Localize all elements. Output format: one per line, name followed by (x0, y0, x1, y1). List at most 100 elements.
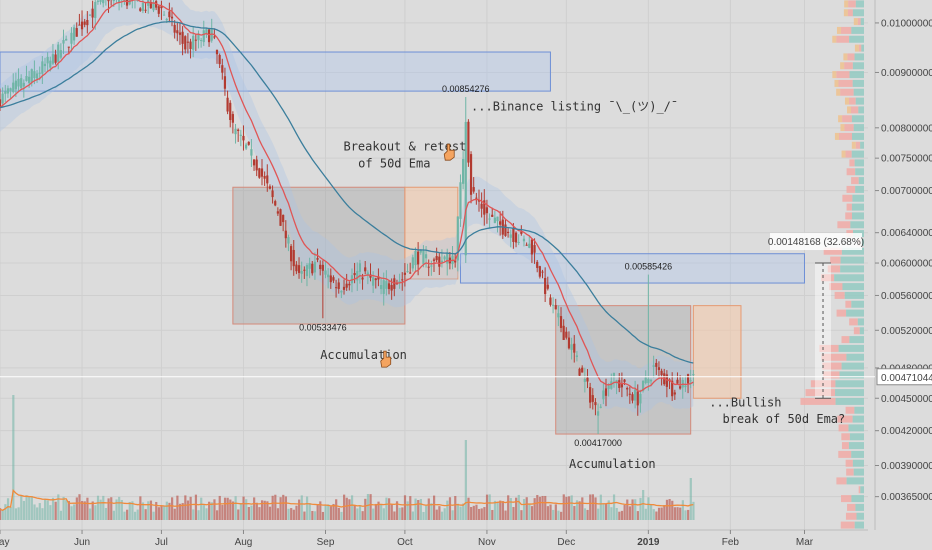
profile-bar-buy (849, 433, 864, 441)
profile-bar-buy (849, 336, 864, 344)
profile-bar-high (844, 0, 849, 8)
profile-bar-sell (805, 389, 836, 397)
profile-bar-sell (838, 79, 853, 87)
candle-body (313, 261, 317, 273)
candle-body (440, 260, 444, 263)
volume-bar (393, 511, 396, 520)
candle-body (504, 224, 507, 236)
volume-bar (546, 506, 549, 520)
volume-bar (448, 497, 452, 520)
candle-body (194, 39, 197, 41)
candle-body (334, 287, 338, 289)
y-tick-label: 0.00800000 (881, 123, 932, 134)
volume-bar (300, 495, 303, 520)
candle-body (562, 325, 565, 340)
volume-bar (168, 502, 171, 520)
volume-bar (22, 500, 26, 520)
x-tick-label: Nov (478, 537, 496, 548)
measure-tool[interactable]: 0.00148168 (32.68%) (768, 233, 864, 399)
x-tick-label: Aug (235, 537, 253, 548)
x-axis[interactable]: May Jun Jul Aug Sep Oct Nov Dec 2019 Feb Mar (0, 529, 868, 550)
volume-bar (139, 496, 142, 520)
candle-body (435, 256, 438, 261)
volume-bar (115, 499, 118, 520)
y-axis-bg (868, 0, 932, 550)
volume-bar (586, 509, 589, 520)
volume-bar (668, 499, 671, 520)
candle-body (387, 283, 391, 290)
volume-bar (51, 497, 55, 520)
profile-bar-sell (844, 62, 853, 70)
candle-body (284, 230, 287, 239)
profile-bar-sell (823, 371, 840, 379)
volume-bar (128, 501, 131, 520)
candle-body (316, 258, 319, 260)
candle-body (419, 250, 422, 253)
volume-bar (1, 510, 4, 520)
candle-body (491, 214, 494, 217)
profile-bar-high (838, 115, 843, 123)
profile-bar-sell (855, 141, 861, 149)
volume-bar (623, 504, 626, 520)
annotation-text: Accumulation (320, 348, 407, 362)
volume-bar (366, 494, 370, 520)
volume-bar (43, 498, 47, 520)
candle-body (57, 44, 60, 62)
volume-bar (239, 503, 243, 520)
volume-bar (104, 507, 108, 520)
candle-body (506, 231, 510, 234)
measure-label: 0.00148168 (32.68%) (768, 237, 864, 248)
volume-bar (274, 494, 277, 520)
volume-bar (679, 507, 682, 520)
profile-bar-sell (847, 9, 853, 17)
candle-body (631, 394, 634, 401)
profile-bar-high (832, 71, 837, 79)
volume-bar (636, 511, 639, 520)
volume-bar (443, 508, 446, 520)
profile-bar-buy (851, 26, 864, 34)
profile-bar-sell (857, 18, 861, 26)
profile-bar-buy (855, 97, 864, 105)
volume-bar (433, 495, 436, 520)
candle-body (263, 175, 266, 179)
candle-body (655, 362, 658, 367)
candle-body (636, 391, 639, 406)
candle-body (0, 99, 2, 108)
candle-body (644, 377, 647, 384)
candle-body (165, 18, 168, 21)
profile-bar-sell (841, 442, 849, 450)
candle-body (279, 209, 282, 226)
volume-bar (446, 500, 449, 520)
volume-bar (171, 497, 174, 520)
candle-body (366, 272, 369, 275)
candle-body (260, 168, 264, 177)
candle-body (17, 78, 20, 87)
x-axis-bg (0, 530, 868, 550)
volume-bar (133, 511, 137, 520)
volume-bar (149, 500, 153, 520)
volume-bar (157, 507, 160, 520)
profile-bar-buy (851, 150, 864, 158)
candle-body (332, 277, 335, 281)
annotation-text: Breakout & retest (343, 140, 466, 154)
profile-bar-high (844, 97, 849, 105)
volume-bar (427, 498, 430, 520)
candle-body (86, 20, 89, 26)
profile-bar-buy (856, 512, 864, 520)
volume-bar (327, 504, 330, 520)
candle-body (22, 82, 25, 87)
candle-body (324, 270, 327, 275)
profile-bar-buy (860, 486, 864, 494)
profile-bar-sell (841, 433, 850, 441)
y-tick-label: 0.00520000 (881, 326, 932, 337)
volume-bar (462, 503, 465, 520)
candle-body (607, 385, 610, 389)
candle-body (102, 0, 105, 4)
volume-bar (419, 498, 422, 520)
candle-body (139, 8, 142, 11)
profile-bar-buy (834, 274, 864, 282)
profile-bar-buy (851, 300, 864, 308)
profile-bar-sell (837, 415, 853, 423)
